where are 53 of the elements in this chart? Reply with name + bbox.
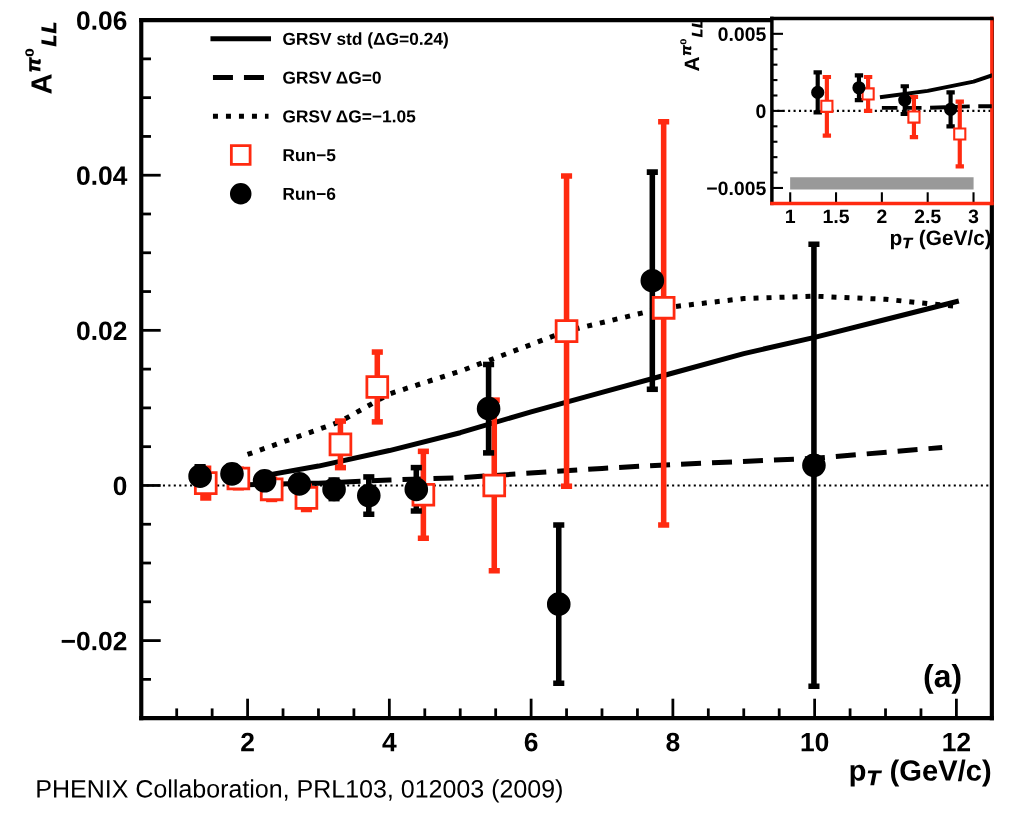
point xyxy=(252,469,277,493)
x-tick-label: 2 xyxy=(877,209,887,224)
point xyxy=(356,483,381,508)
y-tick-label: 0 xyxy=(756,104,766,119)
legend-label: Run−5 xyxy=(283,149,336,162)
legend-label: Run−6 xyxy=(283,187,336,201)
point xyxy=(640,268,665,293)
y-tick-label: −0.02 xyxy=(61,631,127,651)
point xyxy=(322,477,346,502)
x-tick-label: 2 xyxy=(241,732,254,752)
point xyxy=(546,592,571,616)
legend-label: GRSV std (ΔG=0.24) xyxy=(283,32,448,49)
x-tick-label: 3 xyxy=(968,209,979,224)
y-tick-label: 0.02 xyxy=(77,321,127,341)
y-tick-label: 0.06 xyxy=(77,11,127,30)
point xyxy=(852,81,866,95)
point xyxy=(554,319,579,343)
x-axis-title: p$_{T}$ (GeV/c) xyxy=(890,229,991,250)
x-tick-label: 10 xyxy=(801,732,829,752)
x-tick-label: 4 xyxy=(382,733,397,752)
legend-label: GRSV ΔG=−1.05 xyxy=(283,110,416,123)
point xyxy=(820,99,834,113)
x-tick-label: 12 xyxy=(943,732,971,752)
annotation: (a) xyxy=(924,663,961,694)
y-tick-label: −0.005 xyxy=(707,181,766,196)
x-tick-label: 1 xyxy=(786,209,796,224)
point xyxy=(907,110,921,124)
point xyxy=(476,396,501,421)
x-tick-label: 1.5 xyxy=(823,209,850,224)
text: PHENIX Collaboration, PRL103, 012003 (2009) xyxy=(37,779,562,803)
point xyxy=(365,375,390,399)
point xyxy=(944,102,958,116)
point xyxy=(898,93,912,107)
point xyxy=(953,127,967,141)
point xyxy=(188,464,212,488)
point xyxy=(811,85,825,99)
x-axis-title: p$_{T}$ (GeV/c) xyxy=(850,759,991,787)
y-tick-label: 0.005 xyxy=(718,27,766,42)
legend-label: GRSV ΔG=0 xyxy=(283,71,381,84)
y-tick-label: 0.04 xyxy=(77,166,128,186)
point xyxy=(651,296,676,320)
y-tick-label: 0 xyxy=(113,476,127,496)
point xyxy=(802,453,826,478)
point xyxy=(287,472,312,496)
point xyxy=(861,87,875,101)
point xyxy=(404,477,429,502)
x-tick-label: 8 xyxy=(666,732,680,752)
point xyxy=(328,432,353,457)
point xyxy=(482,473,507,498)
x-tick-label: 6 xyxy=(524,732,538,752)
y-axis-title: A$^{π⁰}$$_{LL}$ xyxy=(25,22,57,94)
point xyxy=(220,462,244,486)
x-tick-label: 2.5 xyxy=(914,209,941,224)
